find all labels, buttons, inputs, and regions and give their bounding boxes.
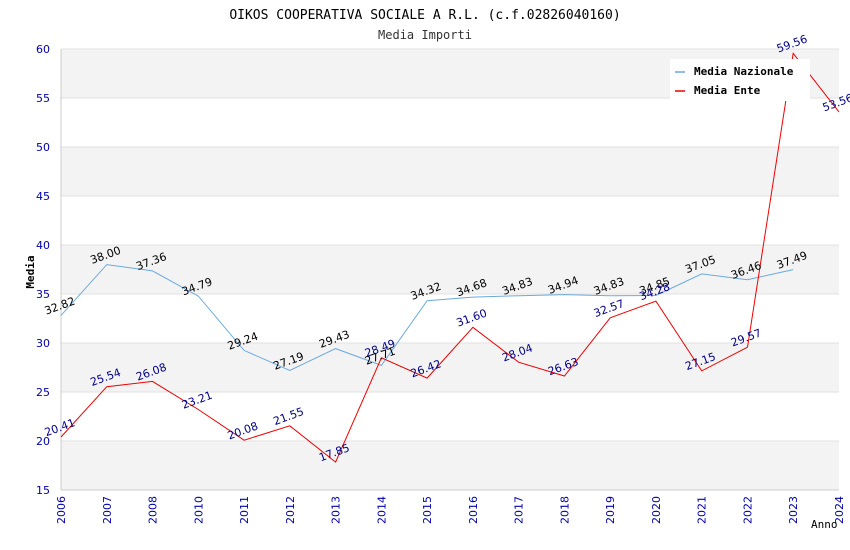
x-tick-label: 2024	[833, 496, 846, 524]
chart-title: OIKOS COOPERATIVA SOCIALE A R.L. (c.f.02…	[229, 8, 620, 23]
legend-box	[670, 59, 810, 101]
background-bands	[61, 49, 839, 490]
x-tick-label: 2006	[55, 496, 68, 524]
data-label-media-ente: 31.60	[455, 307, 489, 330]
y-tick-label: 20	[36, 435, 50, 448]
band-4	[61, 245, 839, 294]
series-layer	[60, 52, 840, 463]
x-tick-label: 2010	[192, 496, 205, 524]
data-label-media-ente: 21.55	[272, 405, 306, 428]
legend-label-media-nazionale: Media Nazionale	[694, 65, 794, 78]
x-tick-label: 2011	[238, 496, 251, 524]
y-axis-label: Media	[24, 255, 37, 288]
band-0	[61, 441, 839, 490]
y-tick-label: 30	[36, 337, 50, 350]
y-tick-label: 35	[36, 288, 50, 301]
x-tick-label: 2007	[101, 496, 114, 524]
x-tick-label: 2022	[741, 496, 754, 524]
x-tick-label: 2014	[375, 496, 388, 524]
y-tick-label: 40	[36, 239, 50, 252]
data-label-media-ente: 20.41	[43, 416, 77, 439]
x-tick-label: 2018	[558, 496, 571, 524]
x-tick-label: 2016	[467, 496, 480, 524]
x-tick-label: 2008	[147, 496, 160, 524]
x-axis-label: Anno	[811, 518, 838, 531]
y-tick-label: 60	[36, 43, 50, 56]
y-tick-label: 55	[36, 92, 50, 105]
x-tick-label: 2015	[421, 496, 434, 524]
chart-subtitle: Media Importi	[378, 28, 472, 42]
x-tick-label: 2021	[696, 496, 709, 524]
x-tick-label: 2020	[650, 496, 663, 524]
grid-lines	[61, 48, 839, 491]
series-line-media-ente	[60, 52, 840, 463]
y-tick-label: 25	[36, 386, 50, 399]
band-6	[61, 147, 839, 196]
legend: Media Nazionale Media Ente	[670, 59, 810, 101]
y-tick-label: 50	[36, 141, 50, 154]
y-tick-label: 15	[36, 484, 50, 497]
y-tick-label: 45	[36, 190, 50, 203]
x-tick-label: 2019	[604, 496, 617, 524]
x-tick-label: 2023	[787, 496, 800, 524]
y-axis-ticks: 15 20 25 30 35 40 45 50 55 60	[36, 43, 50, 497]
series-line-media-nazionale	[60, 264, 794, 372]
legend-label-media-ente: Media Ente	[694, 84, 761, 97]
band-2	[61, 343, 839, 392]
x-tick-label: 2012	[284, 496, 297, 524]
x-axis-ticks: 2006 2007 2008 2010 2011 2012 2013 2014 2015 2016…	[55, 496, 846, 524]
data-label-media-ente: 32.57	[592, 297, 626, 320]
x-tick-label: 2013	[330, 496, 343, 524]
x-tick-label: 2017	[513, 496, 526, 524]
